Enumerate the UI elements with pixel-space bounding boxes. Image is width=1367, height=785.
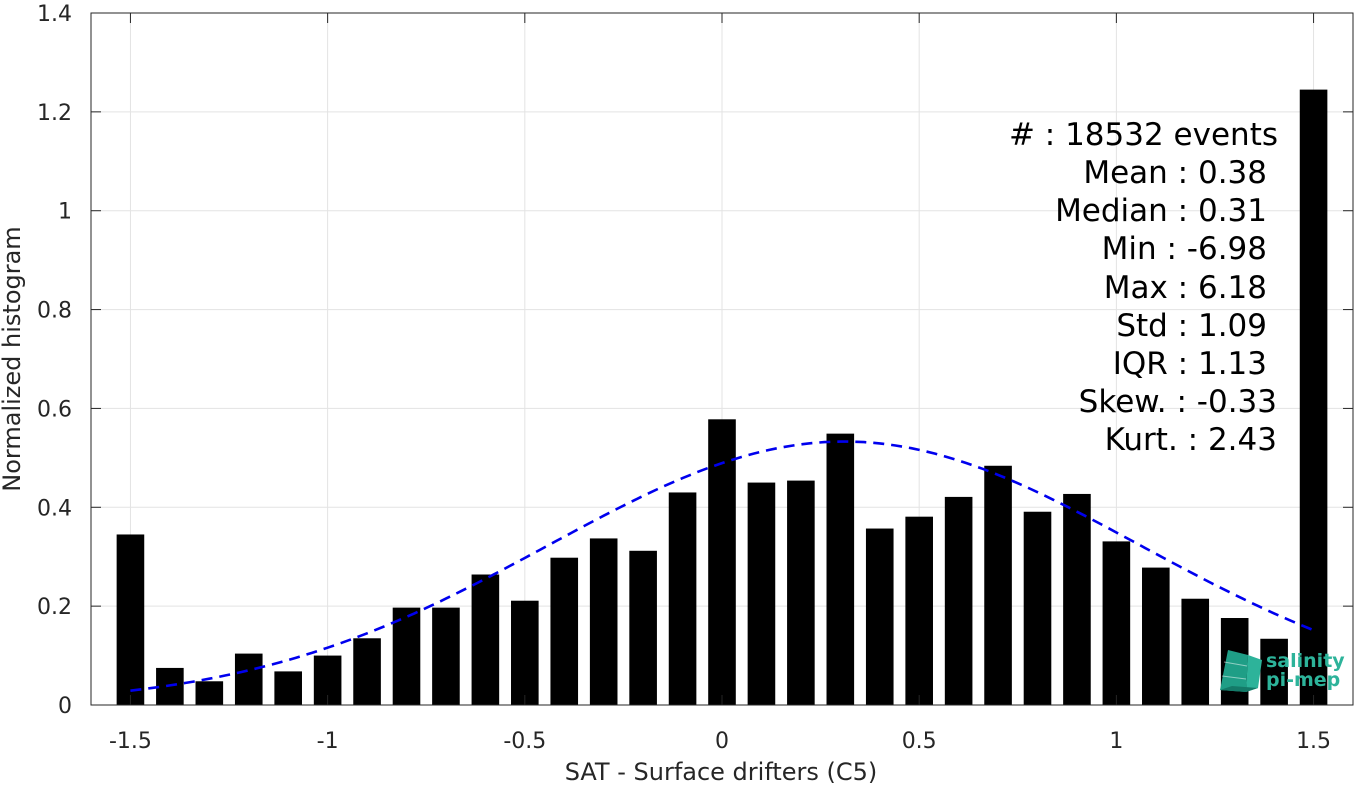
y-tick-label: 0: [58, 694, 72, 719]
grid-lines: [91, 12, 1353, 706]
x-tick-label: -0.5: [503, 729, 546, 754]
histogram-bar: [195, 681, 224, 705]
histogram-bar: [1260, 638, 1288, 705]
stat-mean: Mean : 0.38: [1083, 155, 1267, 191]
y-tick-label: 0.4: [37, 496, 72, 521]
x-tick-label: 0: [715, 729, 729, 754]
x-axis-label: SAT - Surface drifters (C5): [565, 758, 878, 785]
logo-text-salinity: salinity: [1266, 650, 1345, 672]
histogram-bar: [432, 607, 460, 705]
histogram-bar: [668, 492, 697, 705]
stat-std: Std : 1.09: [1116, 308, 1267, 344]
stat-events: # : 18532 events: [1009, 117, 1278, 153]
histogram-bar: [511, 600, 539, 705]
x-tick-label: -1.5: [109, 729, 152, 754]
y-tick-label: 1.4: [37, 2, 72, 27]
x-tick-label: 1: [1109, 729, 1123, 754]
histogram-bar: [1181, 598, 1210, 705]
cube-logo-icon: [1220, 650, 1262, 692]
stat-kurtosis: Kurt. : 2.43: [1105, 422, 1277, 458]
stat-max: Max : 6.18: [1104, 270, 1267, 306]
histogram-bar: [392, 607, 421, 705]
histogram-bar: [629, 550, 657, 705]
histogram-bar: [116, 534, 145, 705]
histogram-bar: [471, 574, 500, 705]
stat-skewness: Skew. : -0.33: [1079, 384, 1277, 420]
x-axis-ticks: -1.5 -1 -0.5 0 0.5 1 1.5: [109, 13, 1331, 754]
histogram-bar: [353, 638, 381, 705]
salinity-pimep-logo: salinity pi-mep: [1220, 650, 1345, 692]
histogram-bar: [708, 419, 736, 705]
histogram-bar: [905, 516, 933, 705]
histogram-bar: [1299, 89, 1328, 706]
histogram-bar: [944, 496, 973, 705]
x-tick-label: 1.5: [1296, 729, 1331, 754]
histogram-bars: [116, 89, 1328, 706]
histogram-bar: [747, 482, 776, 705]
y-tick-label: 0.2: [37, 595, 72, 620]
y-axis-ticks: 0 0.2 0.4 0.6 0.8 1 1.2 1.4: [37, 2, 1353, 719]
y-tick-label: 0.6: [37, 397, 72, 422]
logo-text-pimep: pi-mep: [1266, 669, 1340, 691]
histogram-bar: [1102, 541, 1131, 705]
stat-median: Median : 0.31: [1055, 193, 1267, 229]
histogram-bar: [826, 433, 855, 705]
stat-min: Min : -6.98: [1102, 231, 1267, 267]
x-tick-label: 0.5: [902, 729, 937, 754]
histogram-bar: [1063, 493, 1091, 705]
x-tick-label: -1: [317, 729, 339, 754]
histogram-bar: [234, 653, 263, 705]
histogram-bar: [550, 557, 579, 705]
statistics-box: # : 18532 events Mean : 0.38 Median : 0.…: [1009, 117, 1278, 458]
y-tick-label: 0.8: [37, 299, 72, 324]
histogram-bar: [787, 480, 815, 705]
y-tick-label: 1.2: [37, 101, 72, 126]
y-tick-label: 1: [58, 200, 72, 225]
gaussian-fit-curve: [130, 440, 1315, 692]
histogram-bar: [274, 671, 302, 705]
histogram-bar: [865, 528, 894, 705]
histogram-bar: [1023, 511, 1052, 705]
y-axis-label: Normalized histogram: [0, 226, 26, 491]
histogram-bar: [589, 538, 618, 705]
histogram-bar: [1142, 567, 1170, 705]
histogram-bar: [984, 465, 1012, 705]
stat-iqr: IQR : 1.13: [1113, 346, 1267, 382]
